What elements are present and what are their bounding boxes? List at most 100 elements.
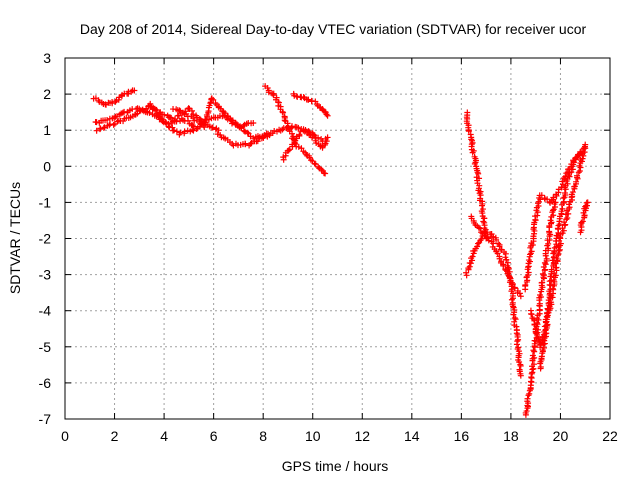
data-point [537, 291, 544, 298]
data-point [322, 170, 329, 177]
data-point [527, 251, 534, 258]
data-point [478, 235, 485, 242]
data-point [566, 201, 573, 208]
series-arc-12 [468, 213, 524, 300]
series-arc-3 [93, 100, 222, 134]
y-tick-label: -6 [39, 375, 52, 391]
data-point [308, 134, 315, 141]
series-arc-9 [280, 127, 331, 163]
y-tick-label: -4 [39, 303, 52, 319]
data-point [579, 149, 586, 156]
data-point [285, 147, 292, 154]
data-point [190, 127, 197, 134]
data-point [305, 96, 312, 103]
data-point [465, 128, 472, 135]
y-tick-label: 0 [43, 158, 51, 174]
data-point [463, 269, 470, 276]
data-point [539, 279, 546, 286]
x-tick-labels: 0 2 4 6 8 10 12 14 16 18 20 22 [61, 428, 618, 444]
x-tick-label: 22 [602, 428, 618, 444]
data-point [165, 123, 172, 130]
data-point [572, 155, 579, 162]
data-point [575, 169, 582, 176]
data-point [281, 117, 288, 124]
data-point [176, 107, 183, 114]
data-point [128, 88, 135, 95]
series-arc-11 [463, 229, 524, 379]
data-point [532, 326, 539, 333]
data-point [110, 121, 117, 128]
data-point [574, 172, 581, 179]
data-point [250, 135, 257, 142]
data-point [537, 363, 544, 370]
data-point [210, 96, 217, 103]
x-tick-label: 20 [553, 428, 569, 444]
data-point [324, 112, 331, 119]
data-point [530, 347, 537, 354]
y-tick-label: -7 [39, 411, 52, 427]
series-arc-13 [522, 199, 559, 418]
data-point [511, 315, 518, 322]
data-point [474, 240, 481, 247]
data-point [189, 126, 196, 133]
data-point [526, 390, 533, 397]
x-axis-title: GPS time / hours [282, 458, 389, 474]
data-point [469, 139, 476, 146]
series-arc-5 [170, 95, 257, 131]
data-point [547, 217, 554, 224]
data-point [517, 362, 524, 369]
data-point [296, 131, 303, 138]
data-point [104, 116, 111, 123]
data-point [502, 267, 509, 274]
data-point [538, 192, 545, 199]
y-axis-title: SDTVAR / TECUs [7, 182, 23, 294]
data-point [240, 122, 247, 129]
data-point [544, 305, 551, 312]
data-point [543, 255, 550, 262]
data-point [546, 278, 553, 285]
data-point [517, 293, 524, 300]
data-point [555, 250, 562, 257]
data-point [577, 150, 584, 157]
data-point [279, 126, 286, 133]
data-point [100, 124, 107, 131]
data-point [541, 340, 548, 347]
data-point [517, 372, 524, 379]
data-point [530, 361, 537, 368]
data-point [544, 196, 551, 203]
x-tick-label: 10 [305, 428, 321, 444]
data-point [576, 162, 583, 169]
data-point [193, 125, 200, 132]
data-point [168, 114, 175, 121]
data-point [561, 189, 568, 196]
data-point [475, 224, 482, 231]
series-arc-7 [262, 83, 329, 177]
series-arc-16 [537, 145, 589, 372]
data-point [149, 106, 156, 113]
data-point [564, 214, 571, 221]
data-point [554, 225, 561, 232]
grid [65, 58, 610, 419]
data-point [531, 321, 538, 328]
data-point [247, 140, 254, 147]
data-point [510, 311, 517, 318]
series-arc-1 [90, 87, 138, 108]
data-point [550, 194, 557, 201]
data-point [551, 247, 558, 254]
data-point [516, 290, 523, 297]
data-point [554, 252, 561, 259]
y-tick-label: 2 [43, 86, 51, 102]
data-point [523, 408, 530, 415]
data-point [531, 348, 538, 355]
data-point [469, 253, 476, 260]
data-point [548, 266, 555, 273]
data-point [529, 352, 536, 359]
data-point [295, 124, 302, 131]
data-point [190, 115, 197, 122]
data-point [549, 207, 556, 214]
data-point [539, 270, 546, 277]
data-point [298, 145, 305, 152]
x-tick-label: 18 [503, 428, 519, 444]
data-point [188, 107, 195, 114]
data-point [303, 151, 310, 158]
